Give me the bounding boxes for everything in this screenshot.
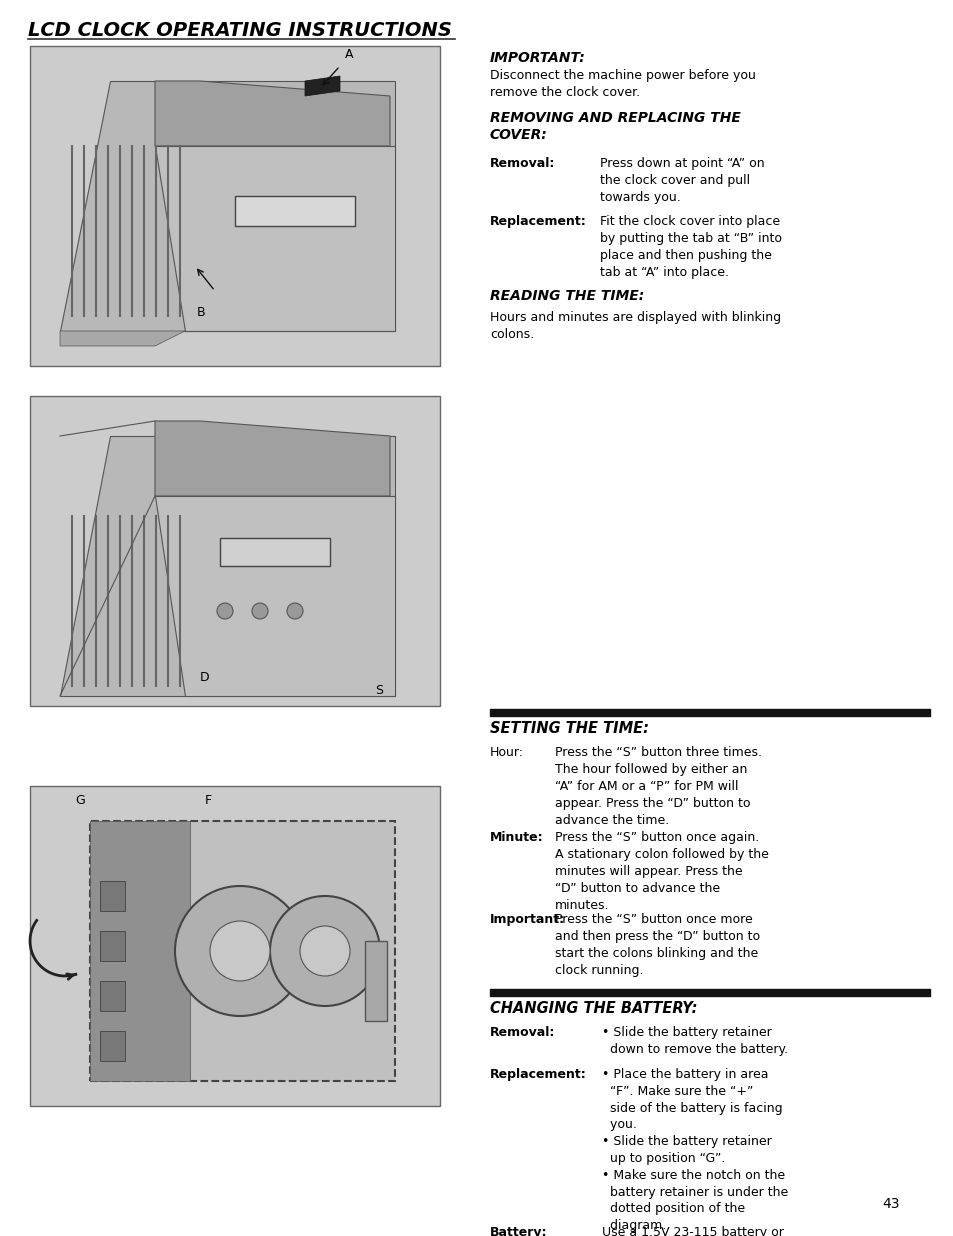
- Circle shape: [252, 603, 268, 619]
- Polygon shape: [60, 82, 395, 331]
- Text: Press the “S” button three times.
The hour followed by either an
“A” for AM or a: Press the “S” button three times. The ho…: [555, 747, 761, 827]
- Text: F: F: [205, 794, 212, 807]
- Text: Hours and minutes are displayed with blinking
colons.: Hours and minutes are displayed with bli…: [490, 311, 781, 341]
- Text: Hour:: Hour:: [490, 747, 523, 759]
- Polygon shape: [154, 146, 395, 331]
- Text: IMPORTANT:: IMPORTANT:: [490, 51, 585, 66]
- Polygon shape: [154, 82, 390, 146]
- Text: LCD CLOCK OPERATING INSTRUCTIONS: LCD CLOCK OPERATING INSTRUCTIONS: [28, 21, 452, 40]
- Text: Removal:: Removal:: [490, 157, 555, 171]
- Bar: [100, 1031, 125, 1060]
- Text: Press the “S” button once again.
A stationary colon followed by the
minutes will: Press the “S” button once again. A stati…: [555, 831, 768, 912]
- Text: CHANGING THE BATTERY:: CHANGING THE BATTERY:: [490, 1001, 697, 1016]
- Text: A: A: [345, 48, 354, 61]
- Text: Use a 1.5V 23-115 battery or
its equivalent. (LR-44 or A76): Use a 1.5V 23-115 battery or its equival…: [601, 1226, 784, 1236]
- Bar: [30, 396, 439, 706]
- Bar: [90, 821, 395, 1082]
- Bar: [100, 881, 125, 911]
- Text: Minute:: Minute:: [490, 831, 543, 844]
- Polygon shape: [60, 436, 395, 696]
- Text: Battery:: Battery:: [490, 1226, 547, 1236]
- Text: D: D: [200, 671, 210, 684]
- Bar: [220, 538, 330, 566]
- Text: Press the “S” button once more
and then press the “D” button to
start the colons: Press the “S” button once more and then …: [555, 913, 760, 976]
- Bar: [365, 941, 387, 1021]
- Circle shape: [210, 921, 270, 981]
- Circle shape: [287, 603, 303, 619]
- Text: Fit the clock cover into place
by putting the tab at “B” into
place and then pus: Fit the clock cover into place by puttin…: [599, 215, 781, 279]
- Text: SETTING THE TIME:: SETTING THE TIME:: [490, 721, 648, 735]
- Bar: [100, 931, 125, 962]
- Polygon shape: [154, 496, 395, 696]
- Text: Replacement:: Replacement:: [490, 1068, 586, 1082]
- Text: S: S: [375, 684, 382, 697]
- Text: Disconnect the machine power before you
remove the clock cover.: Disconnect the machine power before you …: [490, 69, 755, 100]
- Text: Removal:: Removal:: [490, 1026, 555, 1039]
- Circle shape: [299, 926, 350, 976]
- Circle shape: [216, 603, 233, 619]
- Polygon shape: [60, 331, 185, 346]
- Polygon shape: [305, 75, 339, 96]
- Text: Replacement:: Replacement:: [490, 215, 586, 227]
- Bar: [30, 46, 439, 366]
- Text: • Place the battery in area
  “F”. Make sure the “+”
  side of the battery is fa: • Place the battery in area “F”. Make su…: [601, 1068, 787, 1232]
- Circle shape: [174, 886, 305, 1016]
- Circle shape: [270, 896, 379, 1006]
- Text: READING THE TIME:: READING THE TIME:: [490, 289, 643, 303]
- Text: 43: 43: [882, 1196, 899, 1211]
- Text: • Slide the battery retainer
  down to remove the battery.: • Slide the battery retainer down to rem…: [601, 1026, 787, 1056]
- Text: Press down at point “A” on
the clock cover and pull
towards you.: Press down at point “A” on the clock cov…: [599, 157, 763, 204]
- Polygon shape: [154, 421, 390, 496]
- Bar: [30, 786, 439, 1106]
- Bar: [90, 821, 190, 1082]
- Text: Important:: Important:: [490, 913, 564, 926]
- Text: G: G: [75, 794, 85, 807]
- Text: B: B: [196, 307, 206, 319]
- Bar: [100, 981, 125, 1011]
- Text: REMOVING AND REPLACING THE
COVER:: REMOVING AND REPLACING THE COVER:: [490, 111, 740, 142]
- Bar: [234, 197, 355, 226]
